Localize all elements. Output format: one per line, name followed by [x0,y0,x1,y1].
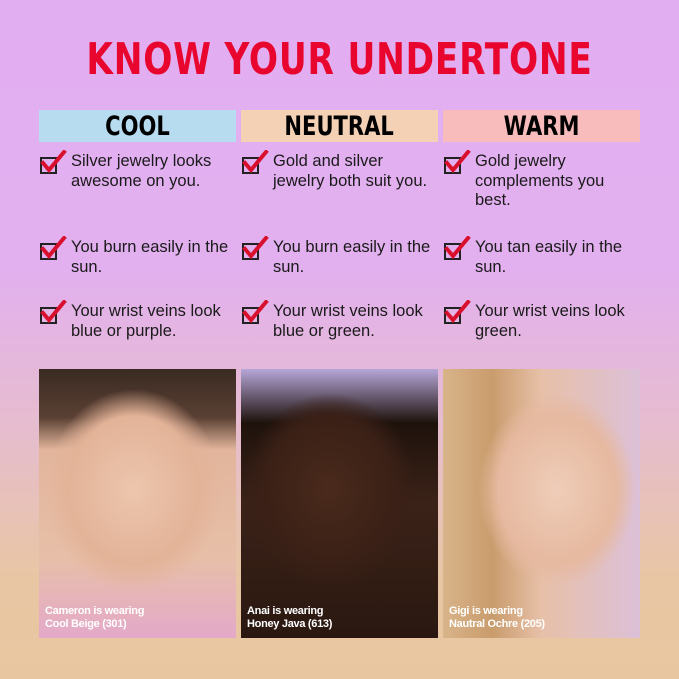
column-header: COOL [39,110,236,142]
list-item: Gold and silver jewelry both suit you. [241,150,433,191]
list-item: You tan easily in the sun. [443,236,635,277]
caption-shade: Cool Beige (301) [45,618,127,630]
column-header: WARM [443,110,640,142]
checkbox-checked-icon [443,300,471,326]
list-item-text: Gold and silver jewelry both suit you. [273,152,428,190]
model-photo: Gigi is wearing Nautral Ochre (205) [443,369,640,638]
list-item: Your wrist veins look green. [443,300,635,341]
column-warm: WARM Gold jewelry complements you best. … [443,110,640,340]
checkbox-checked-icon [443,236,471,262]
list-item-text: Silver jewelry looks awesome on you. [71,152,212,190]
column-header-label: WARM [503,111,580,142]
checkbox-checked-icon [241,236,269,262]
caption-line: Cameron is wearing [45,605,145,617]
column-header: NEUTRAL [241,110,438,142]
column-header-label: COOL [105,111,170,142]
list-item: Gold jewelry complements you best. [443,150,635,211]
list-item-text: You burn easily in the sun. [273,238,431,276]
caption-shade: Honey Java (613) [247,618,333,630]
column-header-label: NEUTRAL [284,111,395,142]
list-item-text: You tan easily in the sun. [475,238,623,276]
checkbox-checked-icon [39,150,67,176]
checkbox-checked-icon [241,150,269,176]
caption-shade: Nautral Ochre (205) [449,618,545,630]
list-item-text: You burn easily in the sun. [71,238,229,276]
list-item: Your wrist veins look blue or green. [241,300,433,341]
column-neutral: NEUTRAL Gold and silver jewelry both sui… [241,110,438,340]
list-item-text: Gold jewelry complements you best. [475,152,605,209]
checkbox-checked-icon [39,236,67,262]
checkbox-checked-icon [39,300,67,326]
checkbox-checked-icon [443,150,471,176]
checkbox-checked-icon [241,300,269,326]
list-item-text: Your wrist veins look blue or purple. [71,302,221,340]
page-title: KNOW YOUR UNDERTONE [86,34,593,85]
list-item-text: Your wrist veins look blue or green. [273,302,423,340]
list-item: Your wrist veins look blue or purple. [39,300,231,341]
caption-line: Gigi is wearing [449,605,523,617]
column-cool: COOL Silver jewelry looks awesome on you… [39,110,236,340]
list-item: You burn easily in the sun. [241,236,433,277]
list-item: You burn easily in the sun. [39,236,231,277]
caption-line: Anai is wearing [247,605,324,617]
list-item-text: Your wrist veins look green. [475,302,625,340]
photo-caption: Gigi is wearing Nautral Ochre (205) [449,605,545,631]
photo-caption: Cameron is wearing Cool Beige (301) [45,605,144,631]
photo-caption: Anai is wearing Honey Java (613) [247,605,332,631]
model-photo: Anai is wearing Honey Java (613) [241,369,438,638]
list-item: Silver jewelry looks awesome on you. [39,150,231,191]
model-photo: Cameron is wearing Cool Beige (301) [39,369,236,638]
